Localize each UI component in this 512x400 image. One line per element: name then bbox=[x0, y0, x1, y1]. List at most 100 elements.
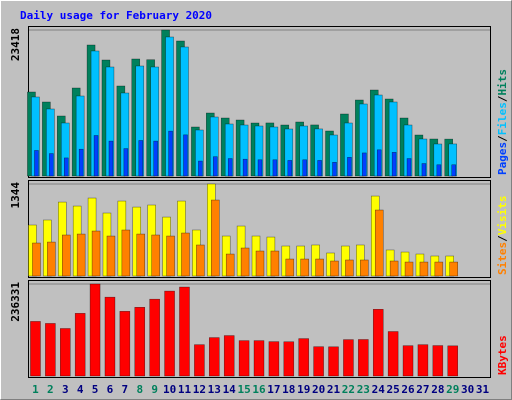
x-tick-label: 15 bbox=[237, 383, 250, 396]
bar bbox=[45, 323, 56, 377]
bar bbox=[196, 244, 205, 277]
bar bbox=[149, 298, 160, 377]
bar bbox=[298, 338, 309, 377]
x-tick-label: 25 bbox=[387, 383, 400, 396]
bar bbox=[313, 346, 324, 377]
bar bbox=[106, 235, 116, 277]
bar bbox=[76, 233, 86, 277]
bar bbox=[285, 258, 295, 277]
bar bbox=[194, 344, 205, 377]
bar bbox=[406, 158, 412, 177]
bar bbox=[119, 311, 131, 377]
bar bbox=[391, 152, 397, 177]
x-tick-label: 2 bbox=[47, 383, 54, 396]
bar bbox=[78, 148, 84, 177]
bar bbox=[389, 260, 399, 277]
bar bbox=[134, 307, 146, 377]
bar bbox=[332, 162, 337, 177]
bar bbox=[317, 160, 322, 177]
legend: Pages/Files/Hits bbox=[496, 69, 509, 175]
bar bbox=[108, 140, 114, 177]
bar bbox=[360, 259, 369, 277]
x-tick-label: 21 bbox=[327, 383, 341, 396]
bar bbox=[121, 229, 131, 277]
bar bbox=[49, 153, 54, 177]
x-tick-label: 27 bbox=[416, 383, 429, 396]
bar bbox=[74, 313, 86, 377]
x-tick-label: 8 bbox=[136, 383, 143, 396]
legend-entry: Visits bbox=[496, 196, 509, 236]
x-tick-label: 28 bbox=[431, 383, 444, 396]
bar bbox=[136, 233, 146, 277]
bar bbox=[419, 261, 429, 277]
y-tick-label: 1344 bbox=[9, 182, 22, 209]
bar bbox=[272, 159, 278, 177]
bar bbox=[283, 341, 295, 377]
bar bbox=[449, 261, 458, 277]
bar bbox=[417, 344, 429, 377]
bar bbox=[89, 283, 101, 377]
x-tick-label: 20 bbox=[312, 383, 325, 396]
bar bbox=[153, 140, 158, 177]
legend-separator: / bbox=[496, 95, 509, 102]
bar bbox=[225, 253, 235, 277]
x-tick-label: 13 bbox=[208, 383, 221, 396]
bar bbox=[238, 340, 250, 377]
bar bbox=[436, 164, 442, 177]
bar bbox=[345, 259, 354, 277]
bar bbox=[347, 157, 352, 177]
bar bbox=[123, 148, 129, 177]
bar bbox=[358, 339, 369, 377]
x-tick-label: 12 bbox=[193, 383, 206, 396]
bar bbox=[328, 346, 339, 377]
bar bbox=[253, 340, 265, 377]
bar bbox=[168, 130, 173, 177]
legend-entry: Files bbox=[496, 102, 509, 135]
bar bbox=[434, 261, 444, 277]
x-tick-label: 23 bbox=[357, 383, 370, 396]
bar bbox=[447, 345, 458, 377]
bar bbox=[451, 164, 456, 177]
legend-entry: Pages bbox=[496, 142, 509, 175]
x-tick-label: 11 bbox=[178, 383, 192, 396]
bar bbox=[421, 163, 427, 177]
bar bbox=[91, 230, 101, 277]
x-tick-label: 31 bbox=[476, 383, 490, 396]
x-tick-label: 7 bbox=[122, 383, 129, 396]
bar bbox=[138, 140, 144, 177]
bar bbox=[179, 286, 190, 377]
bar bbox=[64, 157, 69, 177]
bar bbox=[198, 160, 203, 177]
bar bbox=[404, 261, 414, 277]
bar bbox=[62, 234, 71, 277]
bar bbox=[34, 150, 39, 177]
bar bbox=[257, 159, 263, 177]
bar bbox=[104, 296, 116, 377]
bar bbox=[47, 241, 56, 277]
bar bbox=[432, 345, 444, 377]
bar bbox=[240, 247, 250, 277]
x-tick-label: 16 bbox=[252, 383, 266, 396]
legend-separator: / bbox=[496, 235, 509, 242]
bar bbox=[302, 159, 307, 177]
bar bbox=[374, 209, 384, 277]
bar bbox=[287, 160, 293, 177]
bar bbox=[300, 258, 309, 277]
bar bbox=[93, 135, 99, 177]
legend: Sites/Visits bbox=[496, 196, 509, 276]
bar bbox=[181, 232, 190, 277]
bar bbox=[268, 341, 280, 377]
x-tick-label: 17 bbox=[267, 383, 280, 396]
x-tick-label: 24 bbox=[372, 383, 386, 396]
bar bbox=[60, 328, 71, 377]
x-tick-label: 10 bbox=[163, 383, 176, 396]
bar bbox=[255, 250, 265, 277]
bar bbox=[372, 309, 384, 377]
x-tick-label: 9 bbox=[151, 383, 158, 396]
y-tick-label: 23418 bbox=[9, 28, 22, 61]
x-tick-label: 19 bbox=[297, 383, 310, 396]
bar bbox=[183, 134, 188, 177]
x-tick-label: 5 bbox=[92, 383, 99, 396]
x-tick-label: 18 bbox=[282, 383, 295, 396]
